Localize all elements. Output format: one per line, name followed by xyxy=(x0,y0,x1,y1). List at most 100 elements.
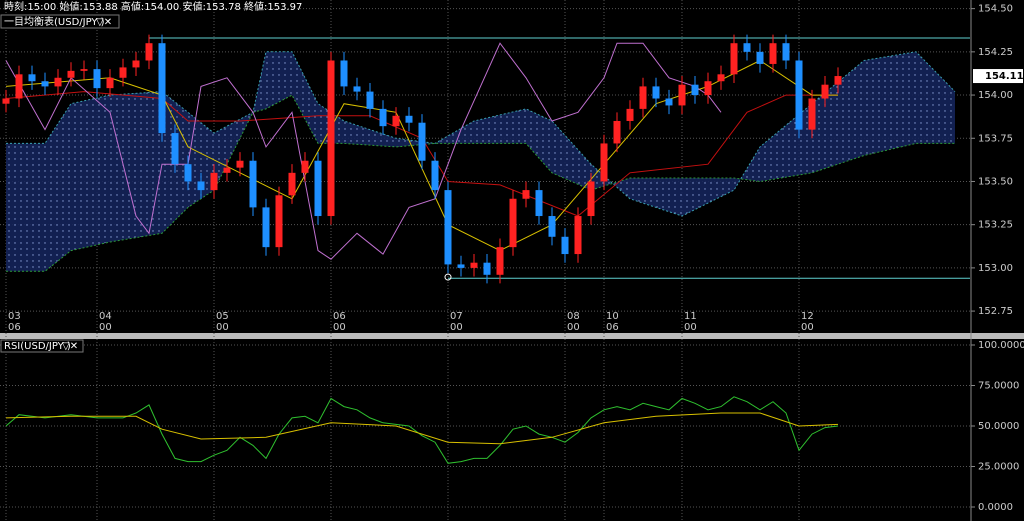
last-price-tag xyxy=(973,69,1023,84)
y-tick-label: 154.25 xyxy=(978,47,1013,58)
candle-body xyxy=(743,43,751,52)
candle-body xyxy=(106,77,114,89)
candle-body xyxy=(808,98,816,130)
candle-body xyxy=(691,84,699,96)
x-tick-label: 03 xyxy=(8,311,21,322)
candle-body xyxy=(15,74,23,99)
candle-body xyxy=(652,86,660,99)
candle-body xyxy=(262,207,270,248)
candle-body xyxy=(353,86,361,92)
candle-body xyxy=(548,216,556,237)
candle-body xyxy=(28,74,36,82)
panel-separator xyxy=(0,333,1024,339)
candle-body xyxy=(275,195,283,248)
y-tick-label: 153.00 xyxy=(978,263,1013,274)
candle-body xyxy=(67,70,75,78)
candle-body xyxy=(782,43,790,61)
y-tick-label: 75.0000 xyxy=(978,381,1019,392)
rsi-line xyxy=(5,412,839,445)
candle-body xyxy=(405,115,413,123)
candle-body xyxy=(418,122,426,161)
candle-body xyxy=(223,167,231,173)
y-tick-label: 100.0000 xyxy=(978,340,1024,351)
cloud-edge xyxy=(6,51,956,217)
x-tick-label: 00 xyxy=(216,322,229,333)
x-tick-label: 06 xyxy=(8,322,21,333)
candle-body xyxy=(184,164,192,182)
candle-body xyxy=(132,60,140,68)
x-tick-label: 12 xyxy=(801,311,814,322)
candle-body xyxy=(704,81,712,96)
header-info: 時刻:15:00 始値:153.88 高値:154.00 安値:153.78 終… xyxy=(4,0,302,13)
candle-body xyxy=(509,198,517,248)
candle-body xyxy=(678,84,686,106)
y-tick-label: 154.00 xyxy=(978,90,1013,101)
candle-body xyxy=(496,247,504,275)
y-tick-label: 152.75 xyxy=(978,306,1013,317)
rsi-icons[interactable]: ▽✕ xyxy=(62,341,78,352)
candle-body xyxy=(769,43,777,64)
x-tick-label: 10 xyxy=(606,311,619,322)
candle-body xyxy=(795,60,803,130)
candle-body xyxy=(210,172,218,191)
candle-body xyxy=(392,115,400,127)
candle-body xyxy=(93,69,101,89)
candle-body xyxy=(483,262,491,275)
candle-body xyxy=(639,86,647,109)
y-tick-label: 25.0000 xyxy=(978,462,1019,473)
candle-body xyxy=(626,108,634,121)
x-tick-label: 00 xyxy=(684,322,697,333)
candle-body xyxy=(561,236,569,255)
candle-body xyxy=(717,74,725,82)
y-tick-label: 153.50 xyxy=(978,176,1013,187)
candle-body xyxy=(340,60,348,87)
candle-body xyxy=(288,172,296,196)
candle-body xyxy=(535,190,543,217)
candle-body xyxy=(756,51,764,64)
candle-body xyxy=(301,160,309,173)
candle-body xyxy=(665,98,673,106)
low-marker xyxy=(444,273,452,281)
candle-body xyxy=(197,181,205,191)
x-tick-label: 00 xyxy=(801,322,814,333)
rsi-label-box xyxy=(0,339,84,353)
x-tick-label: 06 xyxy=(606,322,619,333)
indicator-line xyxy=(5,42,722,260)
candle-body xyxy=(730,43,738,75)
candle-body xyxy=(54,77,62,87)
y-tick-label: 0.0000 xyxy=(978,502,1013,513)
x-tick-label: 00 xyxy=(567,322,580,333)
candle-body xyxy=(444,190,452,265)
rsi-line xyxy=(5,396,839,464)
x-tick-label: 11 xyxy=(684,311,697,322)
candle-body xyxy=(249,160,257,208)
y-tick-label: 50.0000 xyxy=(978,421,1019,432)
y-tick-label: 153.75 xyxy=(978,133,1013,144)
candle-body xyxy=(171,133,179,165)
candle-body xyxy=(236,160,244,168)
candle-body xyxy=(600,143,608,182)
x-tick-label: 00 xyxy=(333,322,346,333)
x-tick-label: 00 xyxy=(99,322,112,333)
candle-body xyxy=(587,181,595,217)
candle-body xyxy=(145,43,153,61)
candle-body xyxy=(522,190,530,199)
indicator-icons[interactable]: ▽✕ xyxy=(96,17,112,28)
rsi-title: RSI(USD/JPY ) xyxy=(4,341,71,352)
x-tick-label: 05 xyxy=(216,311,229,322)
cloud-dots xyxy=(6,51,955,272)
candle-body xyxy=(431,160,439,191)
candle-body xyxy=(80,69,88,71)
indicator-title: 一目均衡表(USD/JPY ) xyxy=(4,15,105,28)
candle-body xyxy=(470,262,478,268)
candle-body xyxy=(574,216,582,255)
candle-body xyxy=(41,81,49,87)
x-tick-label: 06 xyxy=(333,311,346,322)
indicator-label-box xyxy=(0,14,120,29)
candle-body xyxy=(821,84,829,99)
candle-body xyxy=(366,91,374,109)
candle-body xyxy=(457,264,465,268)
last-price-label: 154.11 xyxy=(985,71,1024,82)
